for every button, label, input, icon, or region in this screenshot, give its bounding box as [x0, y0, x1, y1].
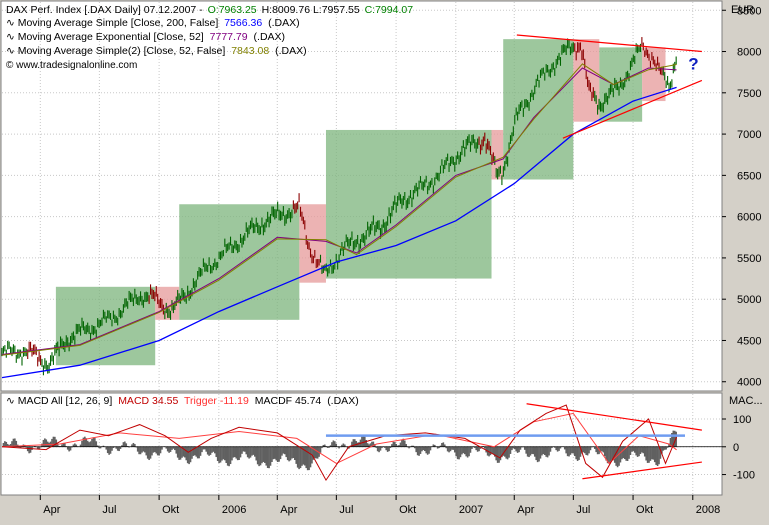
legend-sma52-label: Moving Average Simple(2) [Close, 52, Fal… — [18, 45, 226, 57]
legend-high-low: H:8009.76 L:7957.55 — [262, 4, 360, 16]
macd-legend-macdf: MACDF 45.74 — [255, 395, 322, 407]
trigger-line — [1, 412, 677, 465]
legend-sma200-icon: ∿ — [6, 17, 18, 29]
annotations: ? — [325, 34, 703, 480]
sma52-line — [1, 63, 677, 356]
price-y-tick-label: 5500 — [737, 253, 761, 265]
uptrend-box — [503, 39, 574, 180]
price-y-tick-label: 4000 — [737, 377, 761, 389]
macd-upper-trendline — [526, 403, 702, 431]
legend-sma52-suffix: (.DAX) — [275, 45, 307, 57]
macd-legend-trigger: Trigger -11.19 — [184, 395, 249, 407]
macd-series-group — [1, 404, 722, 482]
legend-line-3: ∿ Moving Average Exponential [Close, 52]… — [6, 31, 285, 43]
legend-sma200-suffix: (.DAX) — [268, 17, 300, 29]
triangle-upper-trendline — [516, 34, 702, 53]
x-tick-label: Okt — [162, 504, 179, 516]
downtrend-box — [573, 39, 600, 122]
macd-lower-trendline — [582, 461, 702, 480]
trend-boxes — [55, 39, 666, 366]
legend-sma52-icon: ∿ — [6, 45, 18, 57]
x-tick-label: 2008 — [696, 504, 720, 516]
x-tick-label: Okt — [636, 504, 653, 516]
x-tick-label: Apr — [43, 504, 60, 516]
legend-ema52-icon: ∿ — [6, 31, 18, 43]
question-mark-annotation: ? — [688, 55, 698, 74]
legend-ema52-suffix: (.DAX) — [254, 31, 286, 43]
legend-sma200-label: Moving Average Simple [Close, 200, False… — [18, 17, 219, 29]
x-tick-label: Jul — [102, 504, 116, 516]
price-series-group — [1, 37, 677, 379]
ema52-line — [1, 67, 677, 355]
macd-axis-label: MAC... — [729, 395, 763, 407]
downtrend-box — [642, 47, 666, 102]
x-tick-label: Jul — [339, 504, 353, 516]
macd-legend-suffix: (.DAX) — [327, 395, 359, 407]
macd-line — [1, 404, 678, 482]
legend-title: DAX Perf. Index [.DAX Daily] 07.12.2007 … — [6, 4, 203, 16]
x-tick-label: Okt — [399, 504, 416, 516]
legend-line-2: ∿ Moving Average Simple [Close, 200, Fal… — [6, 17, 300, 29]
legend-line-1: DAX Perf. Index [.DAX Daily] 07.12.2007 … — [6, 4, 413, 16]
uptrend-box — [179, 204, 300, 320]
price-y-tick-label: 4500 — [737, 335, 761, 347]
legend-sma200-value: 7566.36 — [224, 17, 262, 29]
uptrend-box — [325, 129, 492, 279]
legend-sma52-value: 7843.08 — [231, 45, 269, 57]
macd-legend-macd: MACD 34.55 — [118, 395, 178, 407]
price-y-tick-label: 6000 — [737, 212, 761, 224]
x-tick-label: Apr — [517, 504, 534, 516]
price-legend: DAX Perf. Index [.DAX Daily] 07.12.2007 … — [6, 4, 413, 71]
x-axis: Apr Jul Okt 2006 Apr Jul Okt 2007 Apr Jul Okt 2008 — [39, 495, 720, 516]
legend-ema52-label: Moving Average Exponential [Close, 52] — [18, 31, 204, 43]
legend-close: C:7994.07 — [365, 4, 414, 16]
source-credit: © www.tradesignalonline.com — [6, 60, 137, 71]
price-y-axis: 4000 4500 5000 5500 6000 6500 7000 7500 8000 8500 — [722, 5, 761, 389]
x-tick-label: Apr — [280, 504, 297, 516]
x-tick-label: 2007 — [459, 504, 483, 516]
macd-legend-title: MACD All [12, 26, 9] — [18, 395, 113, 407]
x-tick-label: 2006 — [222, 504, 246, 516]
macd-legend-icon: ∿ — [6, 395, 18, 407]
macd-y-tick-label: -100 — [733, 470, 755, 482]
macd-y-tick-label: 100 — [733, 414, 751, 426]
downtrend-box — [491, 129, 504, 180]
price-y-tick-label: 6500 — [737, 170, 761, 182]
price-y-tick-label: 8500 — [737, 5, 761, 17]
price-y-tick-label: 8000 — [737, 47, 761, 59]
macd-legend: ∿ MACD All [12, 26, 9] MACD 34.55 Trigge… — [6, 395, 359, 407]
legend-ema52-value: 7777.79 — [210, 31, 248, 43]
triangle-lower-trendline — [562, 79, 703, 139]
legend-line-4: ∿ Moving Average Simple(2) [Close, 52, F… — [6, 45, 307, 57]
macd-y-tick-label: 0 — [733, 442, 739, 454]
legend-open: O:7963.25 — [208, 4, 257, 16]
x-tick-label: Jul — [576, 504, 590, 516]
sma200-line — [1, 86, 677, 379]
price-y-tick-label: 7500 — [737, 88, 761, 100]
macd-y-axis: -100 0 100 — [722, 414, 755, 482]
price-axis-unit: EUR — [731, 4, 754, 16]
price-y-tick-label: 7000 — [737, 129, 761, 141]
price-y-tick-label: 5000 — [737, 294, 761, 306]
